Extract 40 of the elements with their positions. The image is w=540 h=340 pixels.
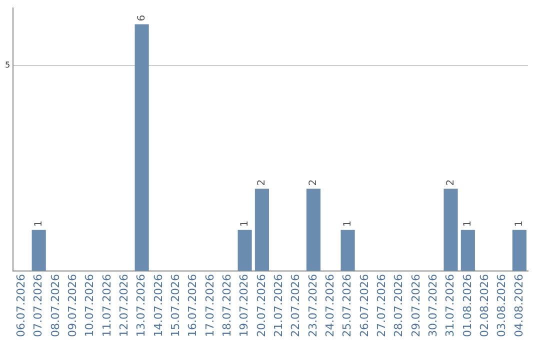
x-tick-label: 26.07.2026 — [358, 274, 371, 338]
x-tick-label: 21.07.2026 — [272, 274, 285, 338]
x-tick-label: 02.08.2026 — [478, 274, 491, 338]
x-tick-label: 06.07.2026 — [14, 274, 28, 338]
x-tick-label: 19.07.2026 — [238, 274, 251, 338]
data-label: 2 — [308, 179, 320, 186]
x-tick-label: 15.07.2026 — [169, 274, 182, 338]
x-tick-label: 13.07.2026 — [134, 274, 148, 338]
x-tick-label: 30.07.2026 — [426, 274, 440, 338]
x-tick-label: 03.08.2026 — [495, 274, 508, 338]
x-tick-label: 28.07.2026 — [392, 274, 406, 338]
x-tick-label: 27.07.2026 — [374, 274, 388, 338]
x-tick-label: 08.07.2026 — [48, 274, 62, 338]
data-label: 1 — [514, 220, 526, 227]
data-label: 1 — [239, 220, 250, 227]
x-tick-label: 11.07.2026 — [100, 274, 114, 338]
x-tick-label: 31.07.2026 — [444, 274, 457, 338]
x-tick-label: 18.07.2026 — [220, 274, 234, 338]
x-tick-label: 16.07.2026 — [186, 274, 200, 338]
x-tick-label: 14.07.2026 — [152, 274, 165, 338]
x-tick-label: 01.08.2026 — [460, 274, 474, 338]
data-label: 1 — [33, 220, 44, 227]
x-tick-label: 25.07.2026 — [340, 274, 354, 338]
x-tick-label: 10.07.2026 — [83, 274, 96, 338]
x-tick-label: 17.07.2026 — [203, 274, 216, 338]
data-label: 2 — [445, 179, 456, 186]
x-tick-label: 22.07.2026 — [289, 274, 302, 338]
data-label: 6 — [136, 14, 148, 22]
y-tick-label: 5 — [4, 60, 10, 70]
x-tick-label: 09.07.2026 — [66, 274, 80, 338]
data-label: 2 — [256, 179, 268, 186]
x-tick-label: 24.07.2026 — [323, 274, 336, 338]
x-tick-label: 29.07.2026 — [409, 274, 422, 338]
x-tick-label: 12.07.2026 — [118, 274, 131, 338]
x-tick-label: 23.07.2026 — [306, 274, 320, 338]
data-label: 1 — [462, 220, 474, 227]
x-tick-label: 04.08.2026 — [512, 274, 526, 338]
data-label: 1 — [342, 220, 354, 227]
x-tick-label: 20.07.2026 — [254, 274, 268, 338]
x-tick-label: 07.07.2026 — [32, 274, 45, 338]
